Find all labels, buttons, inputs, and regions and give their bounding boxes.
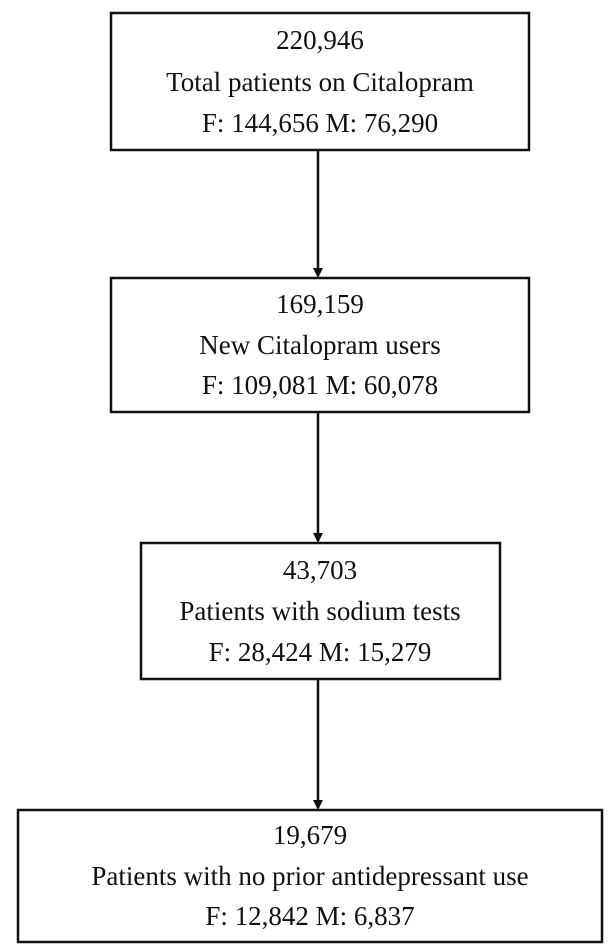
node-sex: F: 12,842 M: 6,837 xyxy=(205,901,414,931)
node-label: Total patients on Citalopram xyxy=(166,67,474,97)
node: 43,703 Patients with sodium tests F: 28,… xyxy=(139,541,502,681)
node: 169,159 New Citalopram users F: 109,081 … xyxy=(109,276,531,414)
node-label: Patients with sodium tests xyxy=(179,596,460,626)
node-sex: F: 28,424 M: 15,279 xyxy=(209,637,432,667)
node-count: 19,679 xyxy=(273,820,347,850)
node-sex: F: 144,656 M: 76,290 xyxy=(202,108,438,138)
node-count: 169,159 xyxy=(276,289,364,319)
node-label: Patients with no prior antidepressant us… xyxy=(91,861,528,891)
node-box xyxy=(16,808,604,944)
node-sex: F: 109,081 M: 60,078 xyxy=(202,370,438,400)
node-box xyxy=(139,541,502,681)
node-count: 43,703 xyxy=(283,555,357,585)
node: 220,946 Total patients on Citalopram F: … xyxy=(109,11,531,152)
node-box xyxy=(109,11,531,152)
node-label: New Citalopram users xyxy=(199,330,440,360)
node-count: 220,946 xyxy=(276,25,364,55)
node: 19,679 Patients with no prior antidepres… xyxy=(16,808,604,944)
node-box xyxy=(109,276,531,414)
